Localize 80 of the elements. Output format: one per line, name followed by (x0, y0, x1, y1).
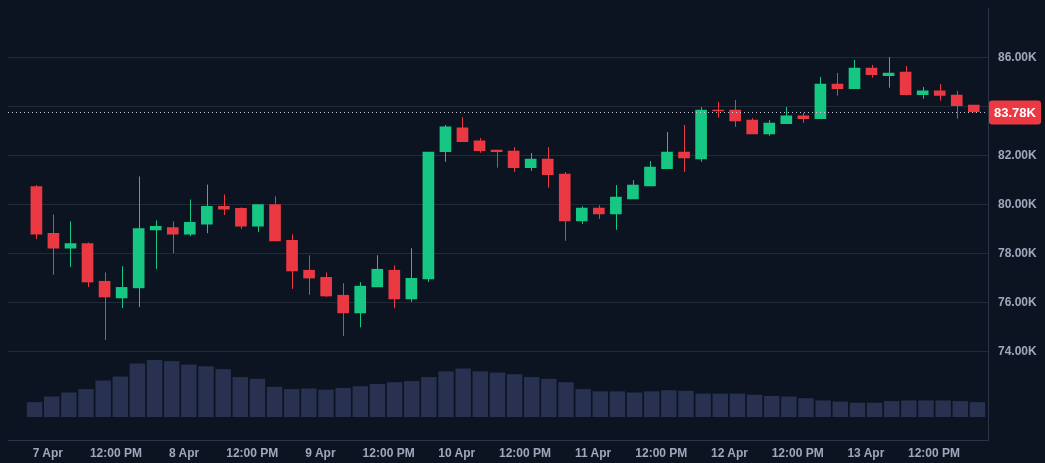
x-tick-label: 8 Apr (169, 445, 200, 460)
candlestick (320, 271, 332, 298)
y-tick-label: 80.00K (998, 196, 1038, 211)
candlestick (252, 203, 264, 233)
bar (969, 402, 986, 417)
candlestick (899, 65, 912, 97)
bar (369, 383, 386, 417)
candlestick (661, 131, 673, 170)
bar (129, 363, 146, 417)
x-tick-label: 12:00 PM (635, 445, 688, 460)
x-tick-label: 9 Apr (305, 445, 336, 460)
bar (112, 376, 128, 417)
x-tick-label: 7 Apr (32, 445, 64, 460)
x-tick-label: 12:00 PM (498, 445, 551, 460)
candlestick (47, 214, 60, 276)
candlestick (337, 282, 350, 337)
candlestick (950, 90, 963, 120)
bar (884, 401, 900, 417)
bar (146, 360, 163, 417)
y-tick-label: 86.00K (998, 49, 1038, 64)
bar (249, 378, 266, 417)
bar (524, 377, 540, 417)
bar (712, 393, 728, 417)
bar (866, 402, 883, 417)
bar (232, 377, 248, 417)
bar (609, 391, 626, 417)
candlestick (235, 206, 247, 230)
bar (266, 386, 283, 417)
y-tick-label: 78.00K (998, 245, 1038, 260)
bar (626, 392, 643, 417)
bar (284, 389, 300, 417)
bar (592, 391, 608, 417)
x-tick-label: 12:00 PM (362, 445, 415, 460)
candlestick (218, 193, 230, 216)
candlestick (729, 99, 742, 128)
bar (952, 401, 968, 417)
x-tick-label: 12:00 PM (89, 445, 142, 460)
ref-line-label: 83.78K (994, 105, 1037, 121)
y-tick-label: 74.00K (998, 343, 1038, 358)
x-tick-label: 12 Apr (711, 445, 749, 460)
candlestick (848, 59, 861, 90)
bar (164, 361, 180, 417)
candlestick (610, 184, 622, 231)
x-tick-label: 12:00 PM (771, 445, 824, 460)
x-tick-label: 12:00 PM (226, 445, 279, 460)
candlestick (678, 124, 690, 173)
bar (746, 394, 763, 417)
candlestick (98, 271, 111, 341)
bar (472, 371, 488, 417)
bar (849, 402, 866, 417)
x-tick-label: 10 Apr (438, 445, 476, 460)
candlestick (541, 146, 554, 189)
x-tick-label: 11 Apr (575, 445, 612, 460)
x-tick-label: 13 Apr (847, 445, 885, 460)
bar (404, 381, 420, 417)
bar (44, 396, 60, 417)
candlestick (115, 265, 128, 309)
candlestick (627, 179, 639, 200)
y-tick-label: 76.00K (998, 294, 1038, 309)
bar (729, 393, 746, 417)
x-tick-label: 12:00 PM (908, 445, 961, 460)
candlestick (371, 254, 384, 288)
bar (764, 395, 780, 417)
candlestick (166, 220, 179, 254)
bar (832, 401, 848, 417)
candlestick (507, 146, 520, 173)
bar (386, 382, 403, 417)
candlestick (149, 219, 162, 270)
candlestick (303, 254, 315, 296)
candlestick (183, 199, 196, 237)
bar (489, 372, 506, 417)
bar (352, 386, 368, 417)
candlestick (456, 116, 469, 143)
candlestick (201, 184, 213, 234)
bar (506, 374, 523, 417)
y-tick-label: 82.00K (998, 147, 1038, 162)
bar (26, 402, 43, 417)
candlestick (405, 247, 418, 303)
candlestick (644, 160, 656, 187)
bar (644, 391, 660, 417)
